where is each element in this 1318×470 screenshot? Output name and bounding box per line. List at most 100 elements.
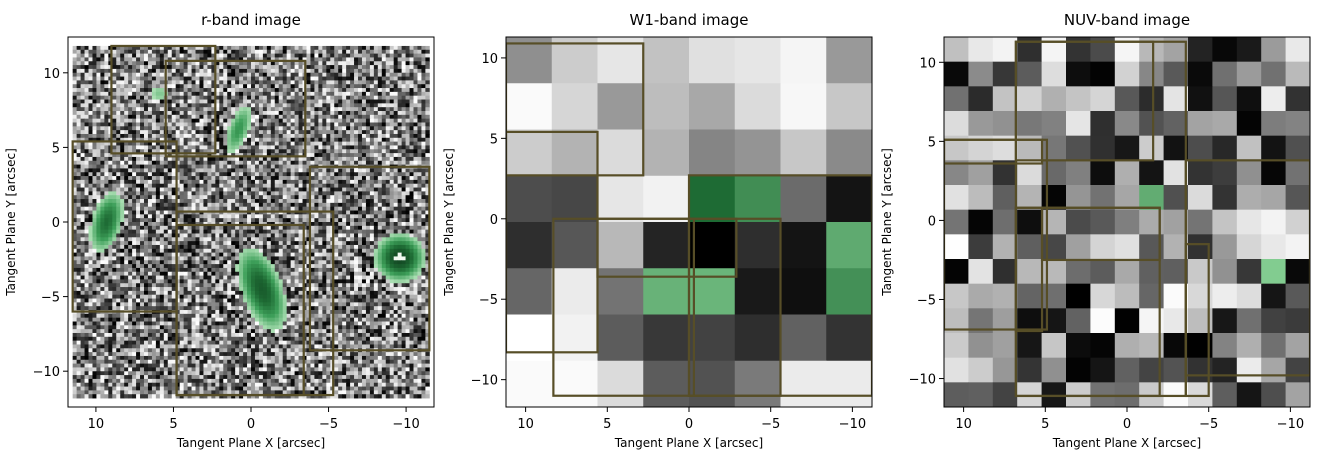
pixel [251, 172, 256, 177]
pixel [231, 68, 236, 74]
pixel [373, 107, 379, 112]
pixel [334, 107, 339, 112]
pixel [227, 256, 232, 261]
pixel [227, 183, 232, 188]
pixel [143, 95, 149, 100]
pixel [92, 126, 97, 131]
pixel [211, 126, 216, 131]
pixel [318, 126, 323, 131]
pixel [361, 126, 367, 131]
pixel [306, 237, 311, 242]
pixel [76, 187, 81, 192]
pixel [100, 65, 105, 70]
pixel [326, 53, 331, 58]
pixel [361, 225, 367, 231]
pixel [290, 218, 295, 223]
pixel [187, 107, 192, 112]
pixel [219, 145, 224, 150]
pixel [223, 172, 228, 177]
pixel [167, 225, 173, 231]
pixel [318, 229, 323, 234]
pixel [132, 130, 137, 135]
pixel [397, 195, 403, 200]
pixel [179, 241, 185, 246]
pixel [330, 156, 335, 162]
pixel [163, 168, 169, 173]
pixel [405, 149, 410, 154]
pixel [358, 199, 363, 204]
pixel [167, 248, 173, 254]
pixel [128, 137, 133, 143]
pixel [365, 229, 371, 234]
pixel [207, 76, 212, 81]
pixel [401, 237, 406, 242]
pixel [128, 133, 133, 139]
pixel [143, 111, 149, 116]
pixel [159, 229, 165, 234]
pixel [401, 137, 406, 143]
pixel [338, 160, 343, 165]
pixel [175, 103, 181, 108]
pixel [401, 153, 406, 158]
pixel [215, 53, 220, 58]
pixel [401, 241, 406, 246]
pixel [147, 244, 153, 250]
pixel [124, 84, 129, 89]
pixel [151, 218, 157, 223]
pixel [338, 172, 343, 177]
pixel [231, 118, 236, 123]
pixel [151, 141, 157, 146]
pixel [258, 160, 264, 165]
pixel [136, 53, 141, 58]
pixel [421, 103, 426, 108]
pixel [96, 49, 101, 55]
pixel [290, 130, 295, 135]
pixel [373, 156, 379, 162]
pixel [199, 68, 204, 74]
pixel [223, 156, 228, 162]
pixel [334, 153, 339, 158]
pixel [365, 103, 371, 108]
pixel [310, 214, 315, 219]
pixel [207, 114, 212, 120]
pixel [369, 237, 375, 242]
pixel [274, 179, 280, 185]
pixel [227, 99, 232, 104]
pixel [354, 133, 359, 139]
pixel [96, 107, 101, 112]
pixel [155, 76, 161, 81]
pixel [247, 206, 252, 211]
pixel [124, 244, 129, 250]
pixel [346, 187, 351, 192]
pixel [393, 118, 399, 123]
pixel [298, 95, 303, 100]
pixel [425, 179, 430, 185]
pixel [346, 133, 351, 139]
pixel [175, 61, 181, 66]
pixel [128, 199, 133, 204]
pixel [88, 168, 93, 173]
pixel [425, 72, 430, 77]
pixel [381, 114, 387, 120]
pixel [369, 218, 375, 223]
pixel [223, 252, 228, 257]
pixel [147, 103, 153, 108]
pixel [298, 168, 303, 173]
pixel [155, 237, 161, 242]
pixel [147, 229, 153, 234]
pixel [274, 88, 280, 93]
pixel [397, 141, 403, 146]
pixel [369, 248, 375, 254]
pixel [310, 206, 315, 211]
pixel [397, 88, 403, 93]
pixel [425, 103, 430, 108]
pixel [310, 241, 315, 246]
pixel [421, 61, 426, 66]
pixel [108, 222, 113, 227]
pixel [282, 244, 288, 250]
pixel [310, 45, 315, 51]
pixel [393, 99, 399, 104]
pixel [243, 187, 248, 192]
pixel [286, 149, 292, 154]
pixel [270, 183, 276, 188]
